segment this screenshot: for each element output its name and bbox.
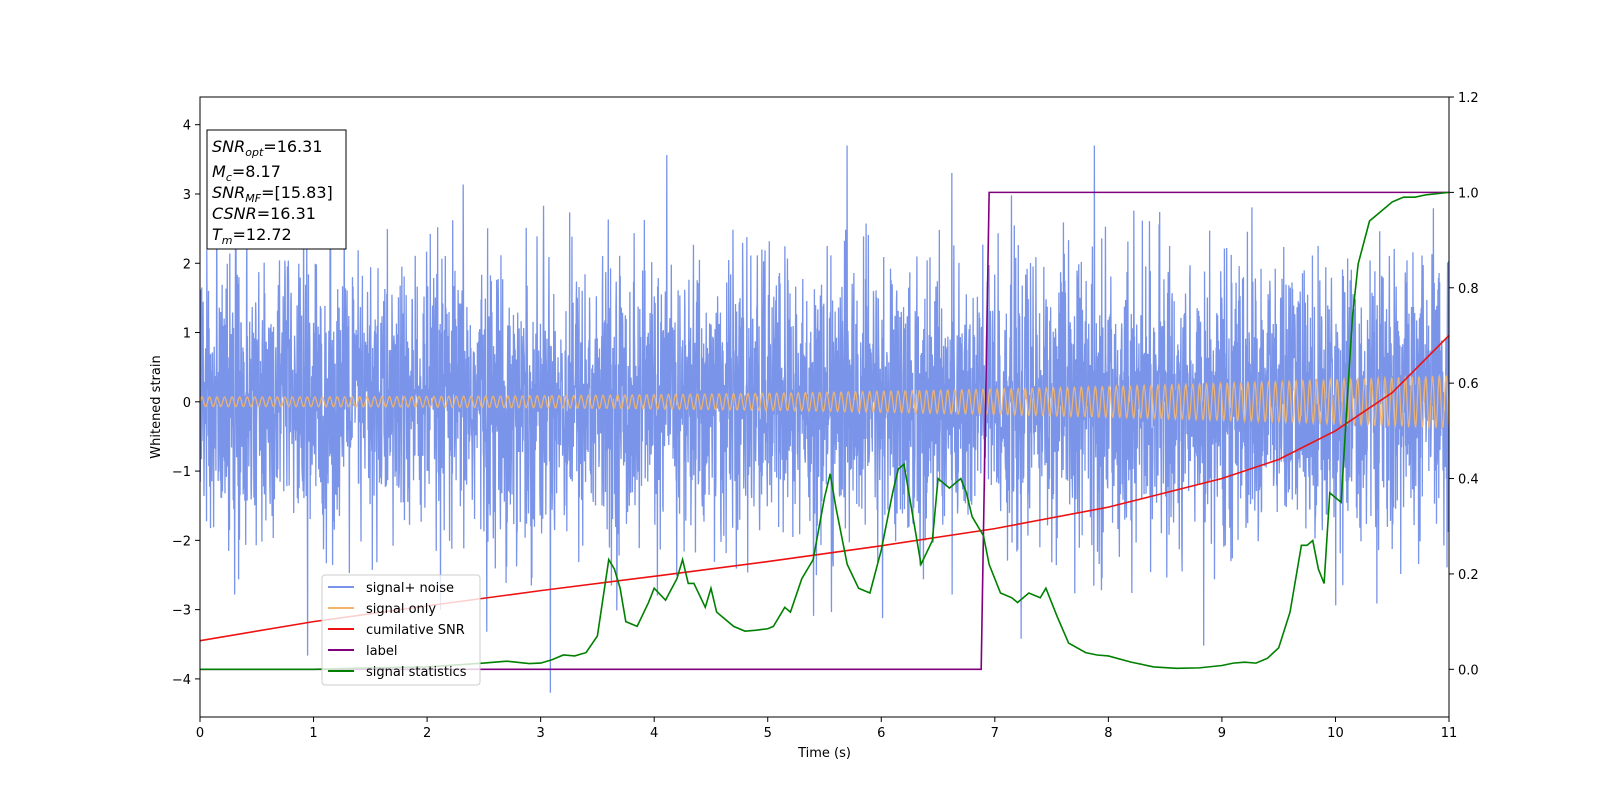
- legend-label: signal+ noise: [366, 581, 454, 596]
- legend-item: signal statistics: [328, 665, 467, 680]
- x-tick-label: 6: [877, 726, 885, 741]
- series-line-signal-statistics: [200, 191, 1449, 671]
- info-subscript: m: [222, 234, 233, 247]
- info-subscript: MF: [245, 192, 261, 205]
- legend-label: label: [366, 644, 397, 659]
- axes-frame: [199, 96, 1450, 718]
- x-axis-label: Time (s): [797, 746, 851, 761]
- legend-item: cumilative SNR: [328, 623, 465, 638]
- y2-tick-label: 0.4: [1458, 473, 1479, 488]
- info-symbol: CSNR: [212, 204, 257, 223]
- y-tick-label: −3: [172, 604, 191, 619]
- series-line-signal-plus-noise: [200, 145, 1449, 693]
- y2-tick-label: 1.0: [1458, 186, 1479, 201]
- x-tick-label: 0: [196, 726, 204, 741]
- info-line: CSNR=16.31: [212, 204, 316, 223]
- info-box-frame: [206, 129, 347, 250]
- legend-label: signal statistics: [366, 665, 467, 680]
- info-line: SNRMF=[15.83]: [212, 183, 333, 205]
- y2-tick-label: 0.2: [1458, 568, 1479, 583]
- legend-item: signal only: [328, 602, 436, 617]
- y-tick-label: 3: [183, 188, 191, 203]
- y-axis-left: −4 −3 −2 −1 0 1 2 3 4: [172, 119, 200, 688]
- legend-label: signal only: [366, 602, 436, 617]
- y2-tick-label: 0.8: [1458, 282, 1479, 297]
- y-tick-label: 0: [183, 396, 191, 411]
- info-line: Tm=12.72: [212, 225, 292, 247]
- info-value: =12.72: [233, 225, 292, 244]
- series-line-label: [200, 191, 1449, 671]
- info-box: SNRopt=16.31Mc=8.17SNRMF=[15.83]CSNR=16.…: [206, 129, 347, 250]
- legend-item: signal+ noise: [328, 581, 454, 596]
- info-symbol: SNR: [212, 137, 245, 156]
- x-axis: 0 1 2 3 4 5 6 7 8 9 10 11: [196, 717, 1457, 741]
- x-tick-label: 8: [1104, 726, 1112, 741]
- y-tick-label: −4: [172, 673, 191, 688]
- info-value: =16.31: [257, 204, 316, 223]
- info-value: =8.17: [232, 162, 281, 181]
- info-subscript: opt: [245, 146, 264, 159]
- x-tick-label: 11: [1441, 726, 1458, 741]
- info-symbol: SNR: [212, 183, 245, 202]
- legend-item: label: [328, 644, 397, 659]
- series-line-signal-only: [200, 373, 1449, 430]
- x-tick-label: 4: [650, 726, 658, 741]
- y2-tick-label: 0.0: [1458, 663, 1479, 678]
- y2-tick-label: 0.6: [1458, 377, 1479, 392]
- y-tick-label: −2: [172, 534, 191, 549]
- y-tick-label: 2: [183, 257, 191, 272]
- info-value: =16.31: [263, 137, 322, 156]
- info-symbol: T: [212, 225, 223, 244]
- info-line: Mc=8.17: [212, 162, 281, 184]
- x-tick-label: 3: [536, 726, 544, 741]
- info-symbol: M: [212, 162, 226, 181]
- x-tick-label: 1: [309, 726, 317, 741]
- info-value: =[15.83]: [261, 183, 333, 202]
- x-tick-label: 2: [423, 726, 431, 741]
- y-axis-label: Whitened strain: [149, 355, 164, 458]
- y-axis-right: 0.0 0.2 0.4 0.6 0.8 1.0 1.2: [1449, 91, 1479, 678]
- x-tick-label: 7: [991, 726, 999, 741]
- x-tick-label: 10: [1327, 726, 1344, 741]
- legend: signal+ noise signal only cumilative SNR la…: [321, 574, 481, 686]
- legend-label: cumilative SNR: [366, 623, 465, 638]
- y-tick-label: 4: [183, 119, 191, 134]
- x-tick-label: 9: [1218, 726, 1226, 741]
- info-line: SNRopt=16.31: [212, 137, 323, 159]
- legend-frame: [321, 574, 481, 686]
- info-subscript: c: [226, 171, 232, 184]
- y-tick-label: −1: [172, 465, 191, 480]
- y-tick-label: 1: [183, 327, 191, 342]
- y2-tick-label: 1.2: [1458, 91, 1479, 106]
- x-tick-label: 5: [764, 726, 772, 741]
